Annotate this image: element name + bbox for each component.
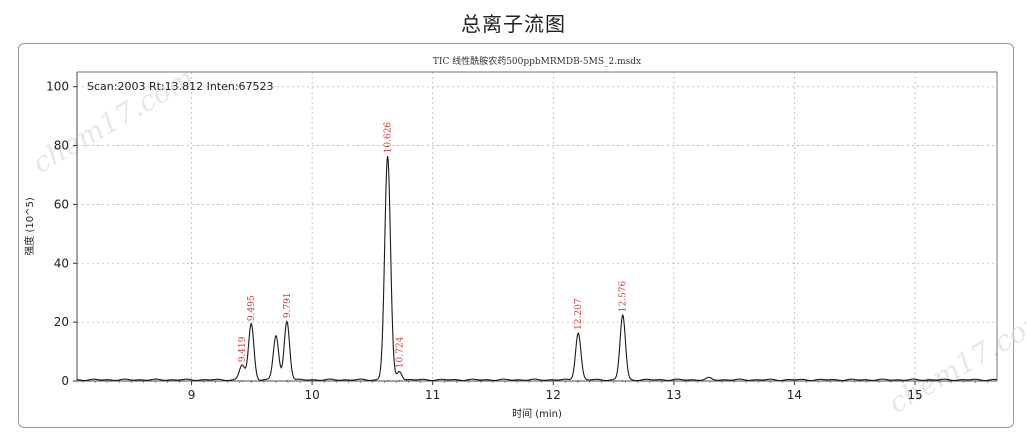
y-axis-label: 强度 (10^5) [23,197,36,256]
scan-info: Scan:2003 Rt:13.812 Inten:67523 [87,80,274,93]
chart-frame: chem17.com chem17.com TIC 线性酰胺农药500ppbMR… [18,43,1027,428]
y-tick-label: 60 [54,197,69,211]
x-axis-label: 时间 (min) [512,407,562,420]
y-tick-label: 20 [54,315,69,329]
chart-title: TIC 线性酰胺农药500ppbMRMDB-5MS_2.msdx [433,55,641,67]
plot-border [76,71,998,382]
x-tick-label: 13 [666,388,681,402]
peak-label: 9.495 [247,295,257,321]
peak-label: 10.626 [384,122,394,154]
tic-chart: TIC 线性酰胺农药500ppbMRMDB-5MS_2.msdx 0 20 40 60 8… [23,55,998,420]
x-tick-label: 15 [907,388,922,402]
x-tick-label: 11 [425,388,440,402]
page-title: 总离子流图 [461,12,566,36]
x-tick-label: 9 [188,388,196,402]
peak-label: 10.724 [395,336,405,368]
x-tick-label: 14 [787,388,802,402]
y-tick-label: 100 [46,80,69,94]
y-tick-label: 0 [61,374,69,388]
peak-label: 12.576 [619,280,629,312]
x-tick-label: 12 [546,388,561,402]
peak-label: 12.207 [574,298,584,330]
y-tick-label: 40 [54,256,69,270]
y-tick-label: 80 [54,139,69,153]
x-tick-label: 10 [304,388,319,402]
peak-label: 9.419 [238,336,248,362]
tic-trace [76,156,998,382]
peak-label: 9.791 [283,292,293,318]
